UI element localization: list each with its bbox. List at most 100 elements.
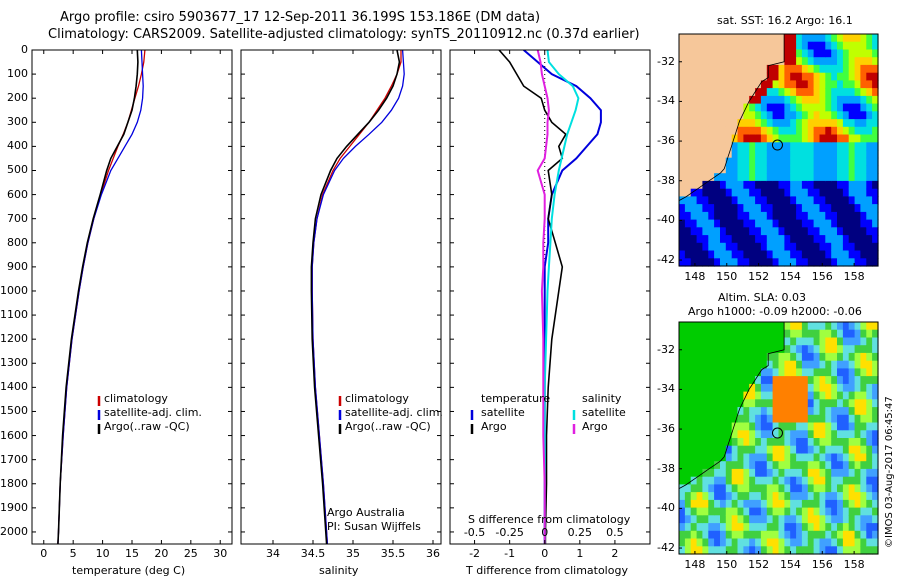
map-cell [790, 211, 797, 221]
map-cell [690, 165, 698, 174]
map-cell [819, 538, 826, 547]
map-cell [831, 492, 838, 501]
map-cell [684, 546, 692, 555]
map-cell [837, 165, 844, 174]
map-cell [801, 360, 809, 369]
map-cell [702, 211, 709, 221]
map-cell [766, 211, 774, 221]
map-cell [749, 438, 756, 447]
map-cell [866, 468, 873, 478]
map-cell [819, 57, 826, 66]
map-cell [714, 34, 721, 43]
map-cell [796, 72, 803, 81]
map-cell [743, 337, 750, 346]
map-cell [690, 57, 698, 66]
diff-legend-s-argo: Argo [582, 420, 608, 433]
map-cell [714, 453, 721, 462]
map-cell [866, 499, 873, 509]
map-cell [801, 250, 809, 259]
map-cell [872, 507, 879, 516]
map-cell [860, 242, 867, 252]
map-cell [766, 165, 774, 174]
map-cell [766, 515, 774, 524]
map-cell [696, 34, 704, 43]
map-cell [784, 407, 791, 416]
map-cell [819, 376, 826, 385]
map-cell [837, 196, 844, 205]
map-cell [772, 492, 780, 501]
map-cell [854, 453, 862, 462]
map-cell [766, 250, 774, 259]
map-cell [819, 399, 826, 408]
map-cell [766, 322, 774, 331]
map-cell [708, 368, 715, 377]
map-cell [772, 484, 780, 493]
map-cell [772, 523, 780, 532]
map-cell [825, 134, 832, 143]
map-cell [819, 95, 826, 105]
depth-tick-label: 1500 [0, 404, 28, 418]
map-cell [860, 64, 867, 74]
map-cell [801, 95, 809, 105]
map-cell [778, 250, 785, 259]
map-cell [720, 546, 727, 555]
map-cell [731, 515, 739, 524]
map-cell [684, 538, 692, 547]
map-cell [778, 103, 785, 112]
map-cell [749, 34, 756, 43]
map-cell [872, 34, 879, 43]
map-cell [760, 72, 768, 81]
map-cell [848, 258, 856, 267]
map-cell [690, 204, 698, 213]
map-cell [749, 407, 756, 416]
map-cell [755, 523, 762, 532]
map-cell [854, 142, 862, 151]
map-cell [714, 204, 721, 213]
map-cell [720, 188, 727, 197]
map-cell [725, 196, 733, 205]
map-cell [696, 391, 704, 400]
map-cell [702, 453, 709, 462]
map-cell [854, 445, 862, 454]
map-cell [813, 180, 821, 190]
map-cell [772, 507, 780, 516]
map-cell [860, 352, 867, 362]
map-cell [778, 461, 785, 470]
map-cell [784, 95, 791, 105]
map-cell [772, 49, 780, 58]
map-cell [772, 391, 780, 400]
diff-legend-salinity: salinity [582, 392, 622, 405]
map-cell [872, 492, 879, 501]
map-cell [708, 461, 715, 470]
map-cell [708, 57, 715, 66]
map-cell [784, 196, 791, 205]
map-cell [801, 49, 809, 58]
map-cell [737, 468, 744, 478]
map-cell [813, 211, 821, 221]
map-cell [848, 150, 856, 159]
map-cell [860, 180, 867, 190]
map-cell [743, 41, 750, 50]
map-cell [731, 150, 739, 159]
map-cell [731, 173, 739, 182]
map-cell [813, 242, 821, 252]
map-cell [837, 95, 844, 105]
map-cell [831, 538, 838, 547]
map-cell [819, 430, 826, 439]
map-cell [696, 180, 704, 190]
map-cell [720, 422, 727, 431]
map-cell [731, 530, 739, 540]
map-cell [790, 430, 797, 439]
map-cell [679, 41, 686, 50]
map-cell [848, 484, 856, 493]
map-cell [813, 530, 821, 540]
map-cell [702, 360, 709, 369]
map-cell [831, 142, 838, 151]
map-cell [837, 204, 844, 213]
map-cell [725, 507, 733, 516]
map-cell [714, 329, 721, 338]
map-cell [725, 322, 733, 331]
map-cell [760, 352, 768, 362]
map-cell [848, 360, 856, 369]
map-cell [796, 407, 803, 416]
